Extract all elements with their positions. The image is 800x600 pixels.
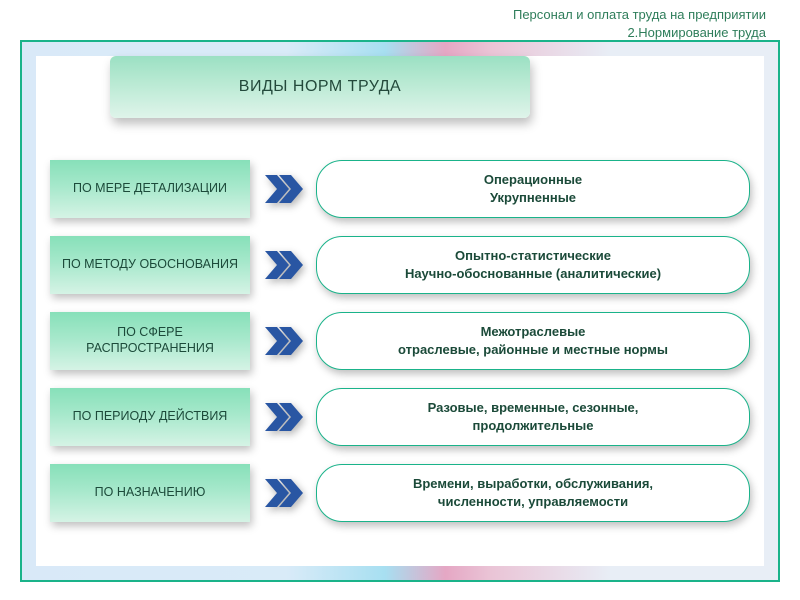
- description-line: Опытно-статистические: [455, 247, 611, 265]
- classification-row: ПО НАЗНАЧЕНИЮ Времени, выработки, обслужи…: [50, 464, 750, 522]
- description-box: Времени, выработки, обслуживания,численн…: [316, 464, 750, 522]
- breadcrumb-line: Персонал и оплата труда на предприятии: [513, 7, 766, 22]
- classification-row: ПО МЕТОДУ ОБОСНОВАНИЯ Опытно-статистическ…: [50, 236, 750, 294]
- classification-row: ПО МЕРЕ ДЕТАЛИЗАЦИИ ОперационныеУкрупненн…: [50, 160, 750, 218]
- description-line: Операционные: [484, 171, 582, 189]
- chevron-right-icon: [262, 472, 304, 514]
- description-box: Опытно-статистическиеНаучно-обоснованные…: [316, 236, 750, 294]
- rows-container: ПО МЕРЕ ДЕТАЛИЗАЦИИ ОперационныеУкрупненн…: [50, 160, 750, 540]
- classification-row: ПО ПЕРИОДУ ДЕЙСТВИЯ Разовые, временные, с…: [50, 388, 750, 446]
- description-line: Научно-обоснованные (аналитические): [405, 265, 661, 283]
- category-box: ПО ПЕРИОДУ ДЕЙСТВИЯ: [50, 388, 250, 446]
- classification-row: ПО СФЕРЕ РАСПРОСТРАНЕНИЯ Межотраслевыеотр…: [50, 312, 750, 370]
- description-box: Межотраслевыеотраслевые, районные и мест…: [316, 312, 750, 370]
- diagram-title: ВИДЫ НОРМ ТРУДА: [110, 56, 530, 118]
- title-label: ВИДЫ НОРМ ТРУДА: [239, 78, 401, 96]
- description-line: отраслевые, районные и местные нормы: [398, 341, 668, 359]
- description-line: Межотраслевые: [481, 323, 586, 341]
- description-line: продолжительные: [473, 417, 594, 435]
- category-box: ПО СФЕРЕ РАСПРОСТРАНЕНИЯ: [50, 312, 250, 370]
- chevron-right-icon: [262, 396, 304, 438]
- chevron-right-icon: [262, 320, 304, 362]
- description-line: Укрупненные: [490, 189, 576, 207]
- category-box: ПО МЕТОДУ ОБОСНОВАНИЯ: [50, 236, 250, 294]
- description-box: ОперационныеУкрупненные: [316, 160, 750, 218]
- description-box: Разовые, временные, сезонные,продолжител…: [316, 388, 750, 446]
- category-box: ПО НАЗНАЧЕНИЮ: [50, 464, 250, 522]
- breadcrumb-header: Персонал и оплата труда на предприятии 2…: [513, 6, 766, 41]
- description-line: Разовые, временные, сезонные,: [428, 399, 639, 417]
- chevron-right-icon: [262, 168, 304, 210]
- category-box: ПО МЕРЕ ДЕТАЛИЗАЦИИ: [50, 160, 250, 218]
- breadcrumb-line: 2.Нормирование труда: [627, 25, 766, 40]
- description-line: Времени, выработки, обслуживания,: [413, 475, 653, 493]
- chevron-right-icon: [262, 244, 304, 286]
- description-line: численности, управляемости: [438, 493, 628, 511]
